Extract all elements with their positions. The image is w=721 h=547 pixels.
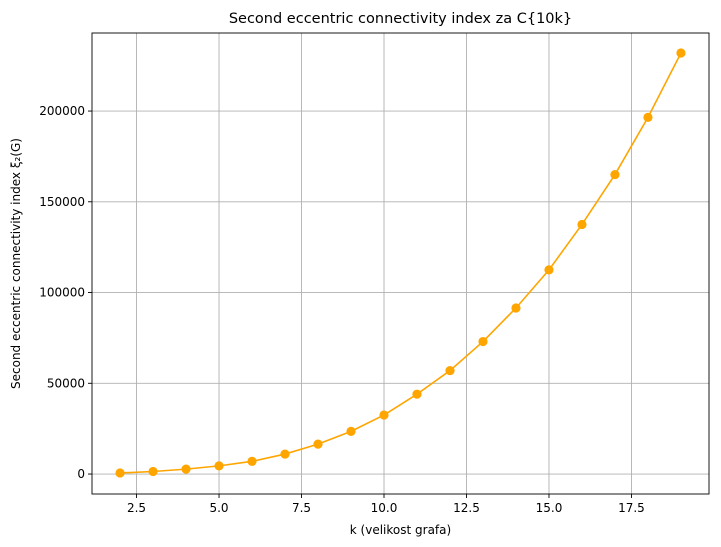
data-point	[511, 303, 521, 313]
x-tick-label: 7.5	[292, 501, 311, 515]
y-tick-label: 100000	[39, 286, 85, 300]
data-point	[610, 169, 620, 180]
y-tick-label: 150000	[39, 195, 85, 209]
data-point	[181, 464, 191, 474]
y-tick-label: 200000	[39, 104, 85, 118]
data-point	[214, 461, 224, 471]
x-tick-label: 15.0	[536, 501, 563, 515]
series-line	[120, 52, 682, 474]
data-point	[313, 439, 323, 449]
data-point	[412, 389, 422, 399]
x-tick-label: 2.5	[127, 501, 146, 515]
data-point	[280, 449, 290, 459]
data-point	[148, 466, 158, 477]
data-point	[115, 468, 125, 478]
x-axis-label: k (velikost grafa)	[350, 523, 451, 537]
data-point	[445, 365, 455, 376]
data-point	[676, 48, 686, 58]
y-tick-label: 50000	[47, 376, 85, 390]
data-point	[247, 456, 257, 466]
x-tick-label: 10.0	[371, 501, 398, 515]
data-point	[643, 112, 653, 122]
chart-title: Second eccentric connectivity index za C…	[229, 11, 572, 27]
data-point	[577, 219, 587, 230]
x-tick-label: 17.5	[618, 501, 645, 515]
data-point	[346, 426, 356, 436]
y-axis-label: Second eccentric connectivity index ξ₂(G…	[9, 138, 23, 389]
grid-lines	[92, 33, 709, 494]
y-tick-label: 0	[77, 467, 85, 481]
series-layer	[115, 48, 686, 478]
x-tick-label: 5.0	[209, 501, 228, 515]
axis-ticks: 2.5 5.0 7.5 10.0 12.5 15.0 17.5 0 50000 100000 150…	[39, 104, 645, 515]
data-point	[478, 336, 488, 347]
data-point	[379, 410, 389, 420]
plot-frame	[91, 32, 710, 495]
x-tick-label: 12.5	[453, 501, 480, 515]
data-point	[544, 265, 554, 275]
